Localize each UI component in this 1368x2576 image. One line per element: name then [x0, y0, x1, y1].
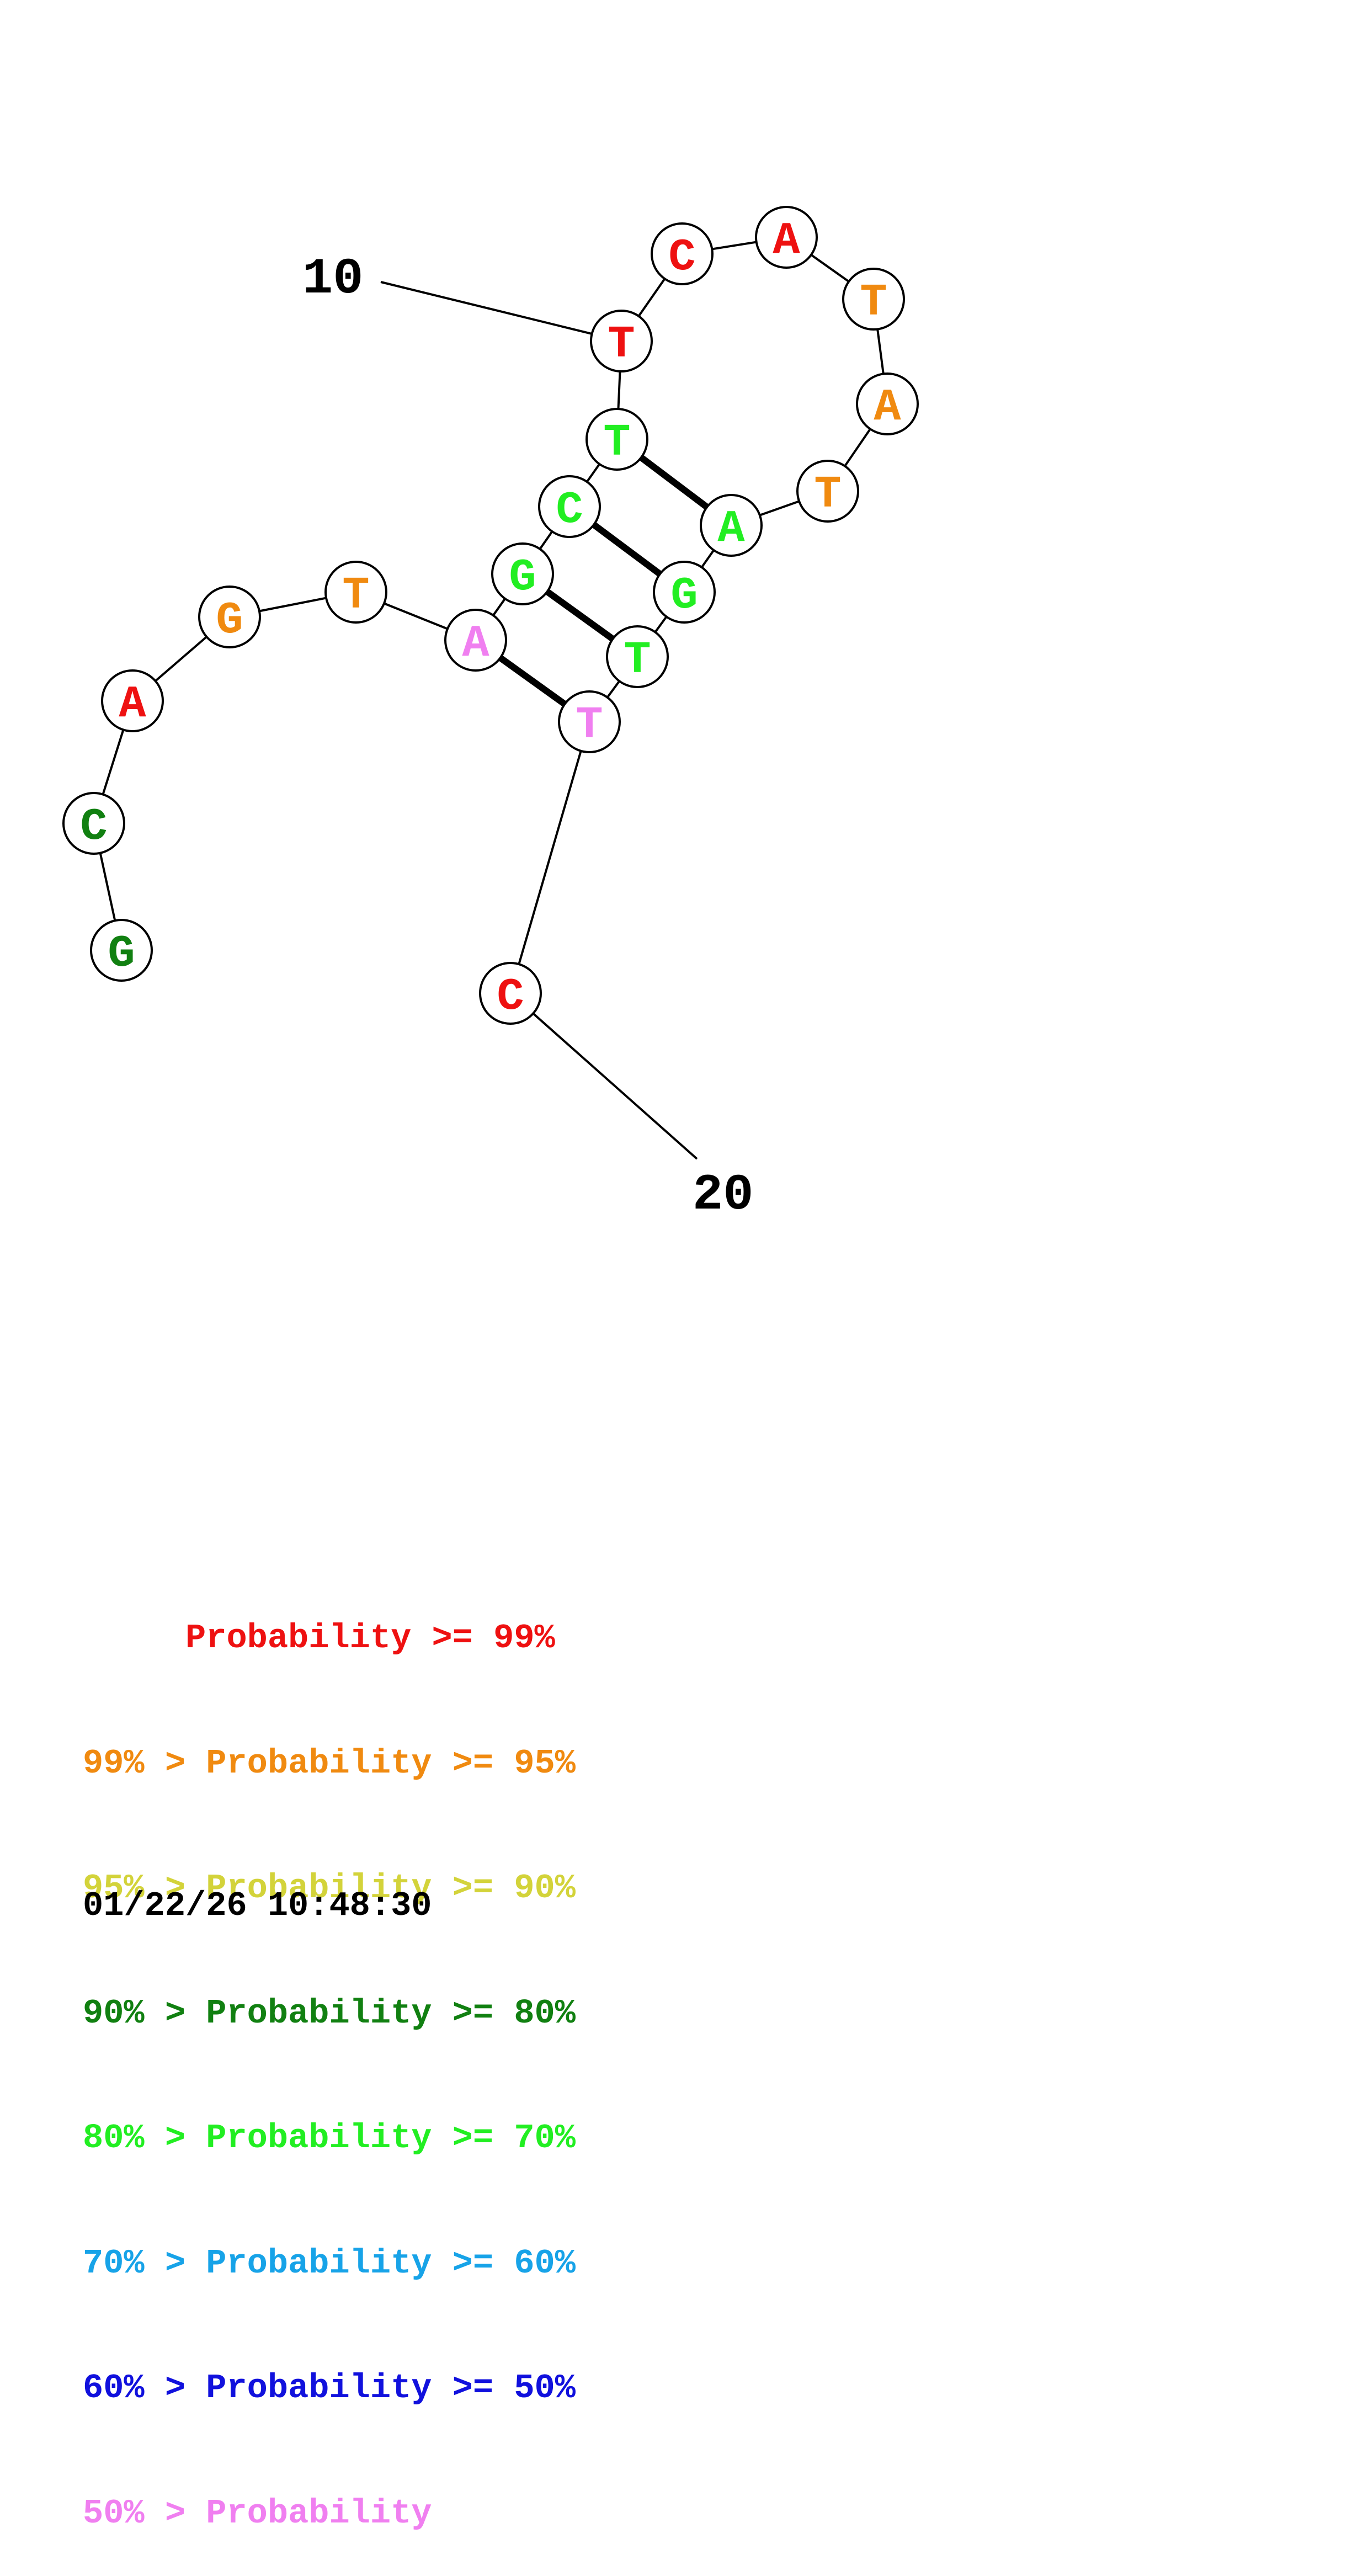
- nucleotide: A: [444, 609, 507, 672]
- nucleotide: T: [590, 310, 653, 372]
- nucleotide-base: C: [668, 232, 695, 283]
- nucleotide-base: G: [509, 552, 536, 603]
- nucleotide: T: [796, 460, 859, 523]
- base-pair-bond: [498, 655, 567, 707]
- nucleotide: G: [90, 919, 153, 982]
- nucleotide-circle: [101, 669, 164, 732]
- nucleotide: T: [842, 268, 905, 331]
- base-pair-bond: [592, 522, 662, 577]
- nucleotide-circle: [842, 268, 905, 331]
- nucleotide-base: C: [497, 971, 524, 1023]
- nucleotide-base: A: [119, 679, 146, 730]
- nucleotide: A: [700, 494, 763, 557]
- legend-row: Probability >= 99%: [83, 1619, 555, 1658]
- nucleotide-base: T: [342, 570, 369, 621]
- nucleotide-circle: [796, 460, 859, 523]
- nucleotide: C: [62, 792, 125, 855]
- nucleotide-base: T: [576, 700, 603, 751]
- nucleotide-circle: [558, 690, 621, 753]
- nucleotide: C: [538, 475, 601, 538]
- nucleotide-circle: [755, 206, 818, 269]
- legend-row: 50% > Probability: [83, 2493, 432, 2533]
- nucleotide-base: A: [874, 382, 901, 433]
- nucleotide-circle: [90, 919, 153, 982]
- index-label-layer: 10 20: [302, 250, 753, 1224]
- nucleotide: T: [558, 690, 621, 753]
- base-pair-bond: [639, 455, 709, 510]
- nucleotide-base: T: [814, 469, 841, 520]
- timestamp: 01/22/26 10:48:30: [83, 1886, 432, 1925]
- legend-row: 70% > Probability >= 60%: [83, 2243, 576, 2283]
- index-label-line: [532, 1013, 698, 1160]
- legend-row: 99% > Probability >= 95%: [83, 1743, 576, 1783]
- nucleotide: G: [491, 542, 554, 605]
- nucleotide-base: T: [860, 277, 887, 328]
- nucleotide-circle: [653, 561, 716, 624]
- index-label-line: [380, 281, 593, 335]
- legend-row: 95% > Probability >= 90%: [83, 1869, 576, 1908]
- nucleotide-circle: [324, 561, 387, 624]
- nucleotide: G: [198, 586, 261, 648]
- nucleotide-circle: [198, 586, 261, 648]
- nucleotide-circle: [62, 792, 125, 855]
- nucleotide-base: G: [670, 570, 698, 621]
- nucleotide: T: [585, 408, 648, 471]
- nucleotide-circle: [856, 372, 919, 435]
- nucleotide-base: C: [556, 485, 583, 536]
- probability-legend: Probability >= 99% 99% > Probability >= …: [83, 1534, 576, 2576]
- nucleotide: A: [101, 669, 164, 732]
- nucleotide: T: [324, 561, 387, 624]
- nucleotide: G: [653, 561, 716, 624]
- nucleotide-base: G: [216, 595, 243, 646]
- nucleotide-base: A: [773, 215, 800, 267]
- nucleotide-circle: [590, 310, 653, 372]
- nucleotide-circle: [444, 609, 507, 672]
- nucleotide-circle: [538, 475, 601, 538]
- nucleotide-circle: [700, 494, 763, 557]
- nucleotide: C: [651, 222, 714, 285]
- nucleotide-base: A: [717, 503, 745, 555]
- nucleotide-circle: [606, 625, 669, 688]
- nucleotide-base: T: [608, 319, 635, 370]
- legend-row: 60% > Probability >= 50%: [83, 2369, 576, 2408]
- nucleotide: A: [856, 372, 919, 435]
- nucleotide-base: T: [624, 635, 651, 686]
- nucleotide-circle: [585, 408, 648, 471]
- nucleotide-circle: [651, 222, 714, 285]
- nucleotide: C: [479, 962, 542, 1025]
- nucleotide-base: C: [80, 801, 107, 853]
- nucleotide-base: A: [462, 618, 489, 669]
- nucleotide: A: [755, 206, 818, 269]
- legend-row: 80% > Probability >= 70%: [83, 2119, 576, 2158]
- nucleotide-circle: [479, 962, 542, 1025]
- backbone-link: [509, 721, 590, 994]
- base-pair-bond: [545, 589, 615, 642]
- index-label: 10: [302, 250, 363, 308]
- nucleotide-circle: [491, 542, 554, 605]
- nucleotide-base: G: [108, 928, 135, 980]
- legend-row: 90% > Probability >= 80%: [83, 1993, 576, 2033]
- nucleotide: T: [606, 625, 669, 688]
- base-pair-layer: [498, 455, 709, 707]
- index-label: 20: [693, 1166, 753, 1224]
- nucleotide-base: T: [603, 417, 630, 469]
